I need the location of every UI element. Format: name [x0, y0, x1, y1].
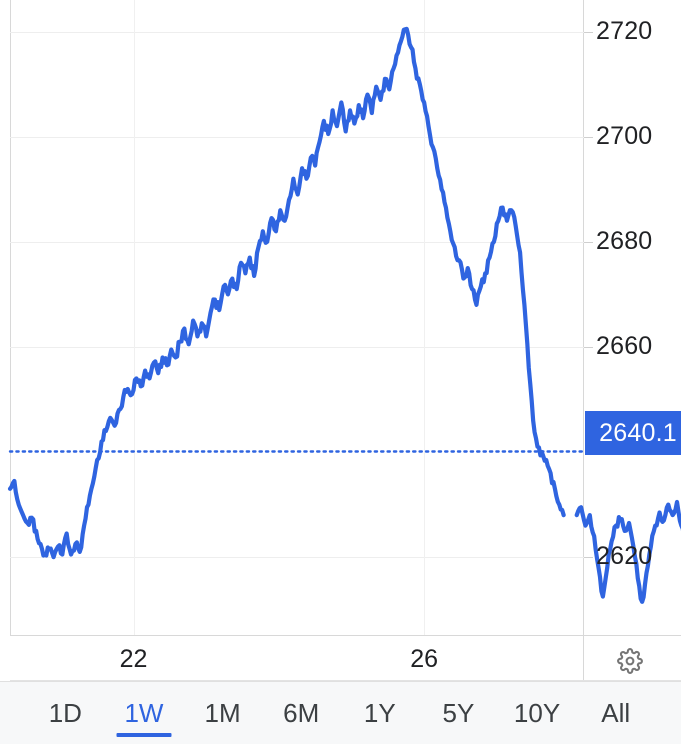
- range-tab-1y[interactable]: 1Y: [363, 697, 396, 728]
- y-tick-label: 2720: [596, 16, 653, 45]
- gridline-x: [424, 0, 426, 635]
- range-tab-1w[interactable]: 1W: [105, 682, 184, 744]
- plot-bottom-border: [10, 635, 681, 636]
- price-line: [7, 26, 566, 560]
- range-tab-bar: 1D 1W 1M 6M 1Y 5Y 10Y All: [0, 681, 681, 744]
- x-tick-label: 26: [410, 645, 439, 673]
- price-line: [574, 499, 681, 604]
- current-price-badge: 2640.1: [585, 411, 681, 455]
- y-tick-label: 2680: [596, 226, 653, 255]
- range-tab-5y[interactable]: 5Y: [442, 697, 475, 728]
- chart-region: 2720 2700 2680 2660 2620 22 26 2640.1: [7, 0, 681, 682]
- range-tab-10y[interactable]: 10Y: [513, 697, 561, 728]
- y-tick-label: 2700: [596, 121, 653, 150]
- gridline-y: [10, 241, 584, 243]
- settings-gear-button[interactable]: [607, 640, 653, 682]
- gear-icon: [617, 648, 643, 674]
- plot-frame: 2720 2700 2680 2660 2620 22 26 2640.1: [7, 0, 681, 681]
- y-tick-mark: [584, 31, 593, 33]
- y-tick-mark: [584, 136, 593, 138]
- range-tab-1m[interactable]: 1M: [204, 697, 241, 728]
- gridline-y: [10, 346, 584, 348]
- y-tick-label: 2660: [596, 331, 653, 360]
- gridline-y: [10, 31, 584, 33]
- y-tick-mark: [584, 346, 593, 348]
- price-line-plot: [7, 26, 681, 604]
- y-tick-mark: [584, 241, 593, 243]
- gridline-y: [10, 136, 584, 138]
- range-tab-6m[interactable]: 6M: [283, 697, 320, 728]
- gridline-y: [10, 557, 584, 559]
- y-tick-label: 2620: [596, 542, 653, 571]
- gridline-x: [133, 0, 135, 635]
- plot-right-border: [583, 0, 584, 681]
- x-tick-label: 22: [119, 645, 148, 673]
- chart-bottom-rule: [10, 680, 681, 681]
- range-tab-1d[interactable]: 1D: [48, 697, 82, 728]
- plot-left-border: [10, 0, 11, 636]
- y-tick-mark: [584, 557, 593, 559]
- range-tab-all[interactable]: All: [601, 697, 631, 728]
